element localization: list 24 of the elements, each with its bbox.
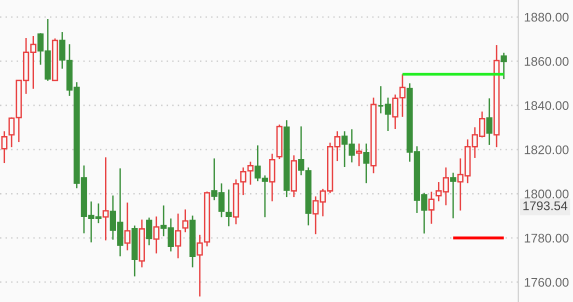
candlestick [284,119,290,198]
candlestick [428,191,435,224]
y-tick-label: 1860.00 [524,56,569,66]
candlestick [174,212,182,259]
candlestick [182,208,188,233]
candlestick [226,188,232,227]
y-tick-label: 1780.00 [524,234,569,243]
y-tick-label: 1760.00 [524,278,569,287]
candlestick [196,234,203,298]
candlestick [138,218,145,268]
candlestick [494,44,500,148]
candlestick [486,98,492,146]
text: 1793.54 [523,201,568,210]
candlestick [269,153,276,202]
candlestick [146,216,152,246]
y-tick-label: 1840.00 [524,101,569,110]
y-tick-label: 1820.00 [524,145,569,154]
candlestick [153,216,160,254]
candlestick [1,130,8,164]
y-tick-label: 1800.00 [524,190,569,198]
candlestick [102,156,109,242]
candlestick [124,202,130,251]
y-tick-label: 1880.00 [524,12,569,22]
candlestick [363,142,370,184]
